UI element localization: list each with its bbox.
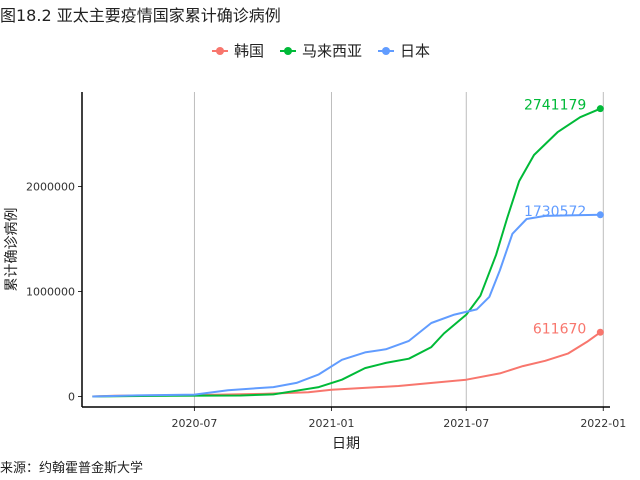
legend-label-1: 马来西亚 — [301, 42, 362, 60]
legend-key-2 — [376, 44, 396, 58]
legend-key-0 — [210, 44, 230, 58]
x-tick-label: 2021-01 — [308, 417, 354, 430]
series-end-point-0 — [596, 328, 604, 336]
legend-item-1: 马来西亚 — [278, 40, 362, 61]
series-line-1 — [92, 107, 601, 398]
legend-key-1 — [278, 44, 298, 58]
series-end-point-2 — [596, 211, 604, 219]
chart-title: 图18.2 亚太主要疫情国家累计确诊病例 — [0, 6, 281, 25]
x-tick-label: 2020-07 — [171, 417, 217, 430]
series-end-point-1 — [596, 105, 604, 113]
x-tick-label: 2021-07 — [443, 417, 489, 430]
legend-label-2: 日本 — [400, 42, 431, 60]
series-line-0 — [92, 331, 601, 398]
x-tick-label: 2022-01 — [580, 417, 626, 430]
y-axis-title: 累计确诊病例 — [4, 208, 20, 292]
legend-label-0: 韩国 — [233, 42, 264, 60]
series-end-label-1: 2741179 — [524, 98, 586, 114]
legend-item-0: 韩国 — [210, 40, 264, 61]
legend-item-2: 日本 — [376, 40, 430, 61]
y-tick-label: 1000000 — [26, 286, 75, 299]
series-end-label-2: 1730572 — [524, 204, 586, 220]
source-note: 来源：约翰霍普金斯大学 — [0, 461, 144, 476]
x-axis-title: 日期 — [332, 436, 360, 452]
series-line-2 — [92, 213, 601, 398]
y-tick-label: 2000000 — [26, 181, 75, 194]
series-end-label-0: 611670 — [533, 321, 586, 337]
y-tick-label: 0 — [68, 391, 75, 404]
chart-legend: 韩国 马来西亚 日本 — [0, 40, 640, 61]
